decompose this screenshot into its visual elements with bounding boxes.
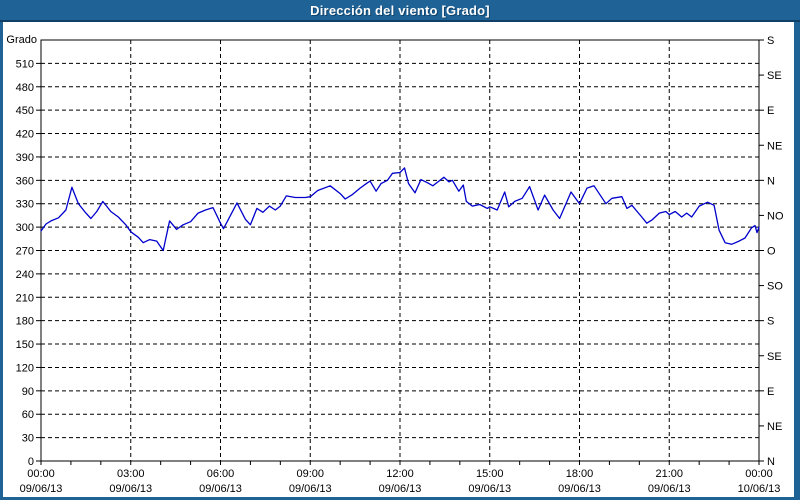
x-axis-time-label: 12:00 [386,468,414,480]
x-axis-date-label: 10/06/13 [738,483,781,495]
y-axis-right-label: O [767,246,776,258]
x-axis-date-label: 09/06/13 [558,483,601,495]
x-axis-time-label: 06:00 [207,468,235,480]
axis-ticks [36,39,764,465]
x-axis-date-label: 09/06/13 [289,483,332,495]
x-axis-date-label: 09/06/13 [199,483,242,495]
y-axis-left-label: 390 [16,152,34,164]
y-axis-left-label: 510 [16,58,34,70]
y-axis-right-label: SE [767,70,782,82]
y-axis-left-label: 30 [22,433,34,445]
x-axis-time-label: 15:00 [476,468,504,480]
wind-direction-line-chart: 0 30 60 90 120 150 180 210 240 270 300 330 360 390 420… [6,34,784,495]
y-axis-left-label: 240 [16,269,34,281]
y-axis-right-label: SO [767,281,783,293]
y-axis-right-label: E [767,105,774,117]
x-axis-date-label: 09/06/13 [379,483,422,495]
y-axis-left-label: 300 [16,222,34,234]
chart-area: 0 30 60 90 120 150 180 210 240 270 300 330 360 390 420… [3,22,794,497]
y-axis-left-label: 210 [16,292,34,304]
chart-title: Dirección del viento [Grado] [310,2,490,18]
y-axis-right-label: N [767,456,775,468]
y-axis-left-label: 150 [16,339,34,351]
y-axis-right-label: NE [767,140,782,152]
x-axis-time-label: 18:00 [566,468,594,480]
x-axis-time-label: 03:00 [117,468,145,480]
x-axis-date-label: 09/06/13 [109,483,152,495]
x-axis-time-label: 09:00 [296,468,324,480]
y-axis-left-label: 60 [22,409,34,421]
y-axis-title: Grado [6,34,37,46]
y-axis-left-label: 120 [16,362,34,374]
x-axis-time-label: 00:00 [745,468,773,480]
y-axis-right-label: NO [767,210,784,222]
series-line [40,167,760,252]
y-axis-right-label: NE [767,421,782,433]
y-axis-right-label: E [767,386,774,398]
y-axis-left-label: 90 [22,386,34,398]
x-axis-time-label: 00:00 [27,468,55,480]
y-axis-right-label: S [767,35,774,47]
x-axis-time-label: 21:00 [655,468,683,480]
y-axis-left-label: 420 [16,129,34,141]
y-axis-left-label: 480 [16,82,34,94]
y-axis-left-label: 450 [16,105,34,117]
y-axis-left-label: 330 [16,199,34,211]
x-axis-date-label: 09/06/13 [648,483,691,495]
y-axis-right-label: SE [767,351,782,363]
y-axis-left-label: 0 [28,456,34,468]
y-axis-right-label: N [767,175,775,187]
gridlines [41,40,759,461]
x-axis-date-label: 09/06/13 [20,483,63,495]
y-axis-left-label: 360 [16,175,34,187]
x-axis-date-label: 09/06/13 [468,483,511,495]
y-axis-right-label: S [767,316,774,328]
y-axis-left-label: 270 [16,246,34,258]
title-bar: Dirección del viento [Grado] [0,0,800,22]
y-axis-left-label: 180 [16,316,34,328]
